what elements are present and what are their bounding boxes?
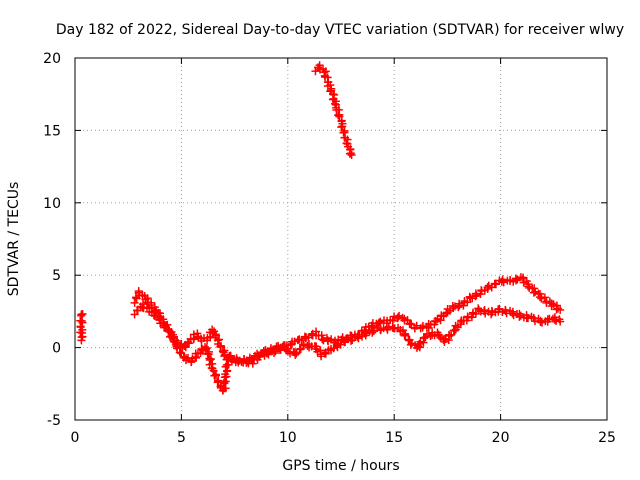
y-tick-label: -5 <box>47 413 61 429</box>
data-point <box>512 276 521 285</box>
data-point <box>499 278 508 287</box>
data-point <box>447 330 456 339</box>
data-point <box>180 342 189 351</box>
data-point <box>206 355 215 364</box>
data-point <box>454 303 463 312</box>
data-point <box>77 336 86 345</box>
y-tick-label: 20 <box>43 51 61 67</box>
x-tick-label: 10 <box>279 430 297 446</box>
data-point <box>556 305 565 314</box>
data-point <box>189 330 198 339</box>
data-point <box>180 352 189 361</box>
data-point <box>78 309 87 318</box>
data-point <box>335 112 344 121</box>
data-point <box>540 293 549 302</box>
data-points <box>76 61 565 395</box>
data-point <box>334 111 343 120</box>
data-point <box>212 371 221 380</box>
data-point <box>271 347 280 356</box>
data-point <box>375 318 384 327</box>
plot-frame <box>74 57 608 421</box>
data-point <box>154 311 163 320</box>
data-point <box>76 328 85 337</box>
y-tick-label: 5 <box>52 268 61 284</box>
data-point <box>384 322 393 331</box>
data-point <box>160 323 169 332</box>
data-point <box>338 333 347 342</box>
x-tick-label: 15 <box>385 430 403 446</box>
data-point <box>491 280 500 289</box>
data-point <box>290 348 299 357</box>
data-point <box>331 99 340 108</box>
data-point <box>184 339 193 348</box>
data-point <box>463 298 472 307</box>
data-point <box>407 320 416 329</box>
data-point <box>347 151 356 160</box>
x-axis-label: GPS time / hours <box>282 458 399 474</box>
y-tick-label: 15 <box>43 123 61 139</box>
data-point <box>130 298 139 307</box>
data-point <box>169 337 178 346</box>
data-point <box>401 331 410 340</box>
x-tick-label: 25 <box>598 430 616 446</box>
data-point <box>161 322 170 331</box>
data-point <box>255 352 264 361</box>
data-point <box>297 336 306 345</box>
data-point <box>529 288 538 297</box>
y-tick-label: 10 <box>43 196 61 212</box>
data-point <box>338 122 347 131</box>
data-point <box>339 337 348 346</box>
chart-title: Day 182 of 2022, Sidereal Day-to-day VTE… <box>56 22 624 38</box>
data-point <box>187 358 196 367</box>
x-tick-label: 5 <box>177 430 186 446</box>
y-axis-label: SDTVAR / TECUs <box>6 182 22 297</box>
x-tick-label: 20 <box>492 430 510 446</box>
data-point <box>472 291 481 300</box>
data-point <box>537 294 546 303</box>
data-point <box>388 316 397 325</box>
data-point <box>175 348 184 357</box>
y-tick-label: 0 <box>52 341 61 357</box>
data-point <box>556 317 565 326</box>
data-point <box>224 360 233 369</box>
data-point <box>369 326 378 335</box>
data-point <box>221 384 230 393</box>
data-point <box>133 306 142 315</box>
data-point <box>216 342 225 351</box>
data-point <box>339 128 348 137</box>
data-point <box>327 86 336 95</box>
data-point <box>203 349 212 358</box>
data-point <box>215 335 224 344</box>
data-point <box>345 149 354 158</box>
data-point <box>78 332 87 341</box>
axis-ticks: 0 5 10 15 20 25 -5 0 5 10 15 20 <box>43 51 616 446</box>
data-point <box>471 309 480 318</box>
data-point <box>376 317 385 326</box>
x-tick-label: 0 <box>71 430 80 446</box>
data-point <box>318 335 327 344</box>
data-point <box>342 139 351 148</box>
data-point <box>524 282 533 291</box>
grid-lines <box>75 58 607 420</box>
